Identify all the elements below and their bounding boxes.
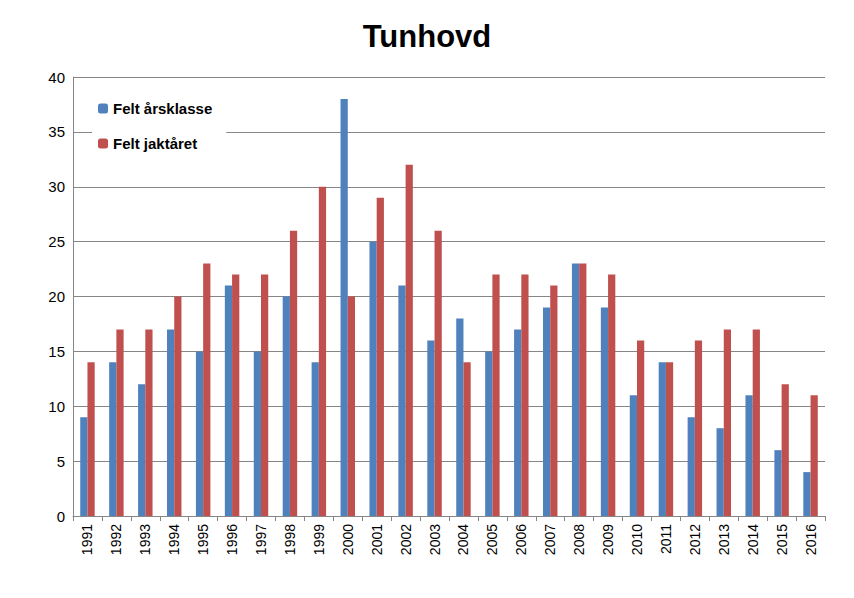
svg-text:2006: 2006 (513, 524, 529, 555)
svg-text:Tunhovd: Tunhovd (363, 19, 492, 54)
svg-text:2012: 2012 (687, 524, 703, 555)
svg-text:1993: 1993 (137, 524, 153, 555)
svg-text:0: 0 (57, 508, 65, 525)
svg-text:1996: 1996 (224, 524, 240, 555)
svg-text:20: 20 (48, 288, 65, 305)
svg-text:2000: 2000 (340, 524, 356, 555)
svg-text:1995: 1995 (195, 524, 211, 555)
svg-text:35: 35 (48, 123, 65, 140)
svg-text:1992: 1992 (108, 524, 124, 555)
svg-text:10: 10 (48, 398, 65, 415)
svg-text:2015: 2015 (774, 524, 790, 555)
svg-text:2003: 2003 (427, 524, 443, 555)
svg-text:2004: 2004 (455, 524, 471, 555)
svg-text:Felt jaktåret: Felt jaktåret (113, 135, 197, 152)
svg-text:2013: 2013 (716, 524, 732, 555)
svg-text:2011: 2011 (658, 524, 674, 554)
svg-text:2007: 2007 (542, 524, 558, 555)
svg-text:2010: 2010 (629, 524, 645, 555)
svg-text:1991: 1991 (79, 524, 95, 555)
svg-text:Felt årsklasse: Felt årsklasse (113, 100, 212, 117)
svg-text:2002: 2002 (398, 524, 414, 555)
svg-text:2009: 2009 (600, 524, 616, 555)
svg-text:25: 25 (48, 233, 65, 250)
svg-text:30: 30 (48, 178, 65, 195)
svg-text:15: 15 (48, 343, 65, 360)
svg-text:1999: 1999 (311, 524, 327, 555)
svg-text:2008: 2008 (571, 524, 587, 555)
svg-text:2001: 2001 (369, 524, 385, 555)
svg-text:1998: 1998 (282, 524, 298, 555)
svg-text:2016: 2016 (803, 524, 819, 555)
svg-text:1994: 1994 (166, 524, 182, 555)
svg-text:2005: 2005 (484, 524, 500, 555)
svg-text:40: 40 (48, 69, 65, 86)
svg-text:2014: 2014 (745, 524, 761, 555)
svg-text:5: 5 (57, 453, 65, 470)
svg-text:1997: 1997 (253, 524, 269, 555)
